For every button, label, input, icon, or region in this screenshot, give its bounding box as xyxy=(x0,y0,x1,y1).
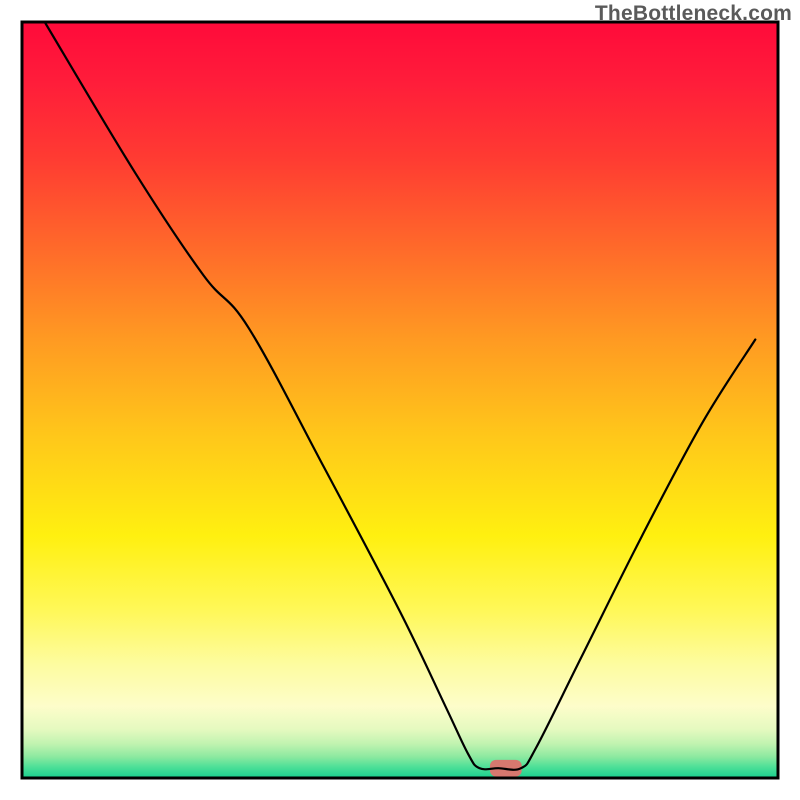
gradient-background xyxy=(22,22,778,778)
watermark-text: TheBottleneck.com xyxy=(595,2,792,26)
chart-container: TheBottleneck.com xyxy=(0,0,800,800)
bottleneck-chart xyxy=(0,0,800,800)
